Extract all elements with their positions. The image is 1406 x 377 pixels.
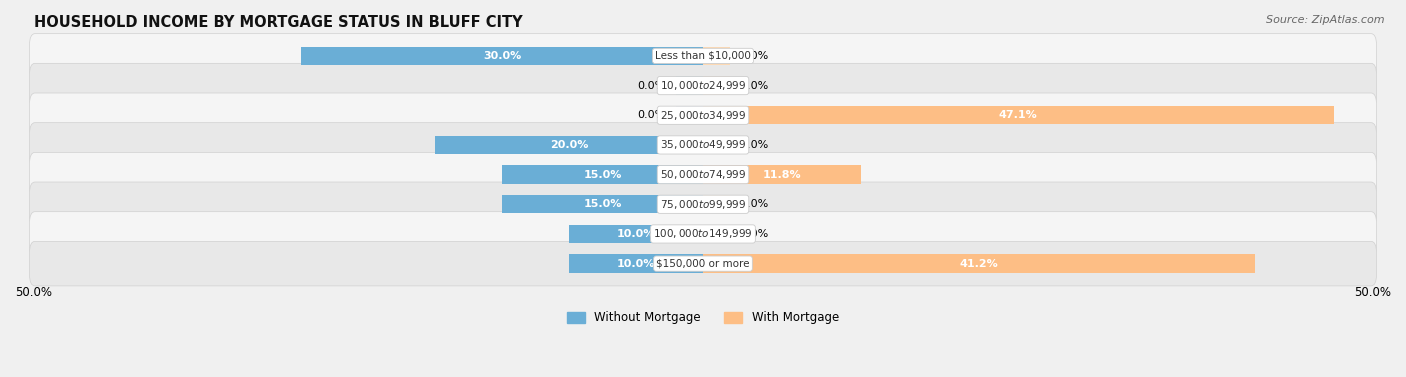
Text: 41.2%: 41.2% [959, 259, 998, 269]
Bar [569, 225, 703, 243]
Text: $10,000 to $24,999: $10,000 to $24,999 [659, 79, 747, 92]
Text: 0.0%: 0.0% [741, 229, 769, 239]
Text: $100,000 to $149,999: $100,000 to $149,999 [654, 227, 752, 241]
FancyBboxPatch shape [30, 212, 1376, 256]
Text: 11.8%: 11.8% [762, 170, 801, 179]
Text: $50,000 to $74,999: $50,000 to $74,999 [659, 168, 747, 181]
Bar [703, 47, 730, 65]
Bar [569, 254, 703, 273]
Text: 15.0%: 15.0% [583, 170, 621, 179]
Text: $25,000 to $34,999: $25,000 to $34,999 [659, 109, 747, 122]
Text: 0.0%: 0.0% [741, 199, 769, 209]
Bar [703, 195, 730, 213]
Bar [676, 106, 703, 124]
Text: Source: ZipAtlas.com: Source: ZipAtlas.com [1267, 15, 1385, 25]
Text: $150,000 or more: $150,000 or more [657, 259, 749, 269]
Bar [676, 77, 703, 95]
Bar [703, 106, 1334, 124]
Text: 20.0%: 20.0% [550, 140, 588, 150]
FancyBboxPatch shape [30, 63, 1376, 108]
FancyBboxPatch shape [30, 182, 1376, 227]
Text: 0.0%: 0.0% [741, 140, 769, 150]
Text: 10.0%: 10.0% [617, 259, 655, 269]
Text: $75,000 to $99,999: $75,000 to $99,999 [659, 198, 747, 211]
FancyBboxPatch shape [30, 123, 1376, 167]
Bar [502, 195, 703, 213]
Text: 30.0%: 30.0% [484, 51, 522, 61]
FancyBboxPatch shape [30, 93, 1376, 138]
Text: $35,000 to $49,999: $35,000 to $49,999 [659, 138, 747, 152]
Text: 15.0%: 15.0% [583, 199, 621, 209]
Bar [703, 166, 860, 184]
Text: 0.0%: 0.0% [741, 81, 769, 90]
Text: 10.0%: 10.0% [617, 229, 655, 239]
Bar [502, 166, 703, 184]
Text: 0.0%: 0.0% [637, 81, 665, 90]
FancyBboxPatch shape [30, 152, 1376, 197]
Bar [436, 136, 703, 154]
Bar [703, 225, 730, 243]
FancyBboxPatch shape [30, 34, 1376, 78]
Legend: Without Mortgage, With Mortgage: Without Mortgage, With Mortgage [562, 307, 844, 329]
Bar [703, 254, 1254, 273]
Bar [703, 136, 730, 154]
Text: Less than $10,000: Less than $10,000 [655, 51, 751, 61]
Bar [301, 47, 703, 65]
FancyBboxPatch shape [30, 241, 1376, 286]
Bar [703, 77, 730, 95]
Text: 47.1%: 47.1% [998, 110, 1038, 120]
Text: HOUSEHOLD INCOME BY MORTGAGE STATUS IN BLUFF CITY: HOUSEHOLD INCOME BY MORTGAGE STATUS IN B… [34, 15, 522, 30]
Text: 0.0%: 0.0% [637, 110, 665, 120]
Text: 0.0%: 0.0% [741, 51, 769, 61]
